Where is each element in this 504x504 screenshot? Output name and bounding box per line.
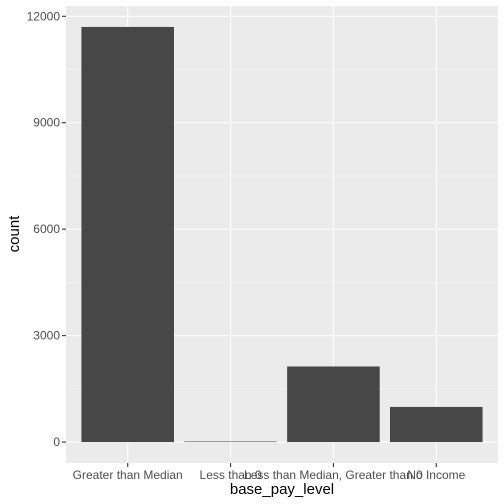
bar: [81, 26, 174, 443]
y-axis: 0 3000 6000 9000 12000: [27, 9, 66, 449]
y-tick-label: 0: [53, 435, 60, 449]
y-tick-label: 9000: [33, 116, 60, 130]
bar: [184, 441, 277, 443]
bars: [81, 26, 483, 443]
y-tick-label: 6000: [33, 222, 60, 236]
bar: [287, 366, 380, 443]
bar: [390, 406, 483, 443]
x-tick-label: Greater than Median: [73, 468, 183, 482]
y-axis-title: count: [6, 215, 23, 253]
x-tick-label: No Income: [407, 468, 465, 482]
x-tick-label: Less than Median, Greater than 0: [244, 468, 423, 482]
x-axis-title: base_pay_level: [230, 481, 334, 498]
x-tick-label: Less than 0: [200, 468, 262, 482]
y-tick-label: 12000: [27, 9, 61, 23]
y-tick-label: 3000: [33, 329, 60, 343]
